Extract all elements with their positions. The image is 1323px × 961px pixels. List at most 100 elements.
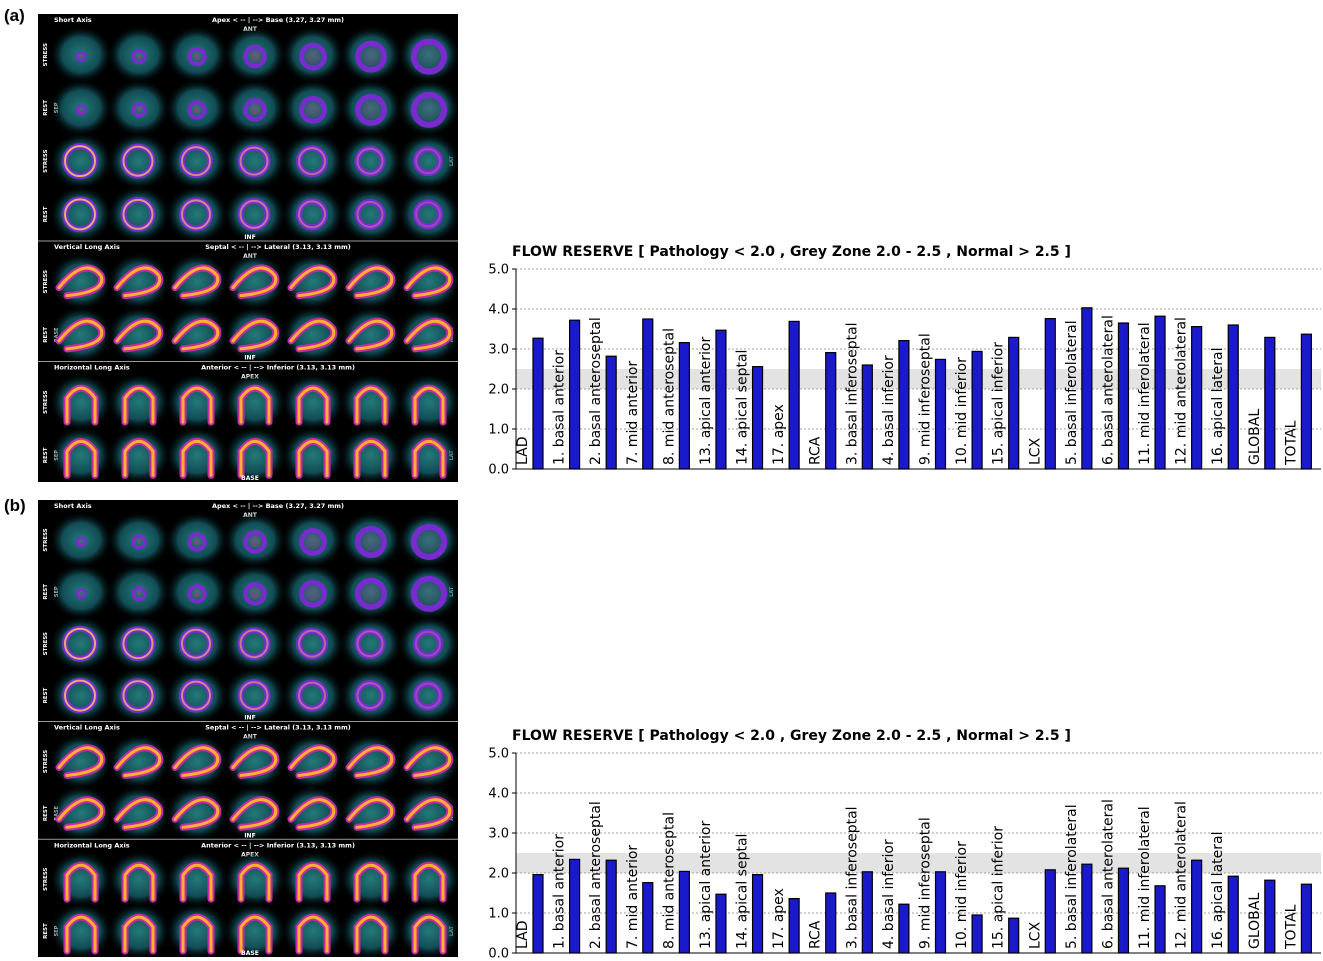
category-label-a-14: LCX <box>1027 437 1043 465</box>
bar-a-8 <box>826 353 836 469</box>
y-tick-label-a-5: 5.0 <box>488 263 509 278</box>
y-tick-label-b-4: 4.0 <box>488 787 509 802</box>
category-label-a-13: 15. apical inferior <box>991 342 1007 465</box>
scan-slice-a-7-1 <box>107 426 171 482</box>
scan-slice-a-0-2 <box>165 25 229 84</box>
category-label-b-4: 8. mid anteroseptal <box>661 812 677 949</box>
bar-b-12 <box>972 915 982 953</box>
scan-slice-b-1-6 <box>397 563 458 620</box>
category-label-b-7: 17. apex <box>771 888 787 949</box>
chart-title-b: FLOW RESERVE [ Pathology < 2.0 , Grey Zo… <box>512 728 1071 744</box>
scan-row-tag-a-3: REST <box>43 206 49 222</box>
bar-a-1 <box>570 320 580 469</box>
scan-slice-b-7-4 <box>281 903 345 957</box>
scan-slice-a-2-6 <box>397 132 458 191</box>
scan-slice-a-6-6 <box>397 373 458 432</box>
scan-slice-b-1-5 <box>339 563 403 620</box>
bar-b-15 <box>1082 864 1092 953</box>
y-tick-label-a-3: 3.0 <box>488 343 509 358</box>
category-label-a-9: 3. basal inferoseptal <box>844 322 860 465</box>
category-label-b-3: 7. mid anterior <box>625 845 641 949</box>
category-label-a-6: 14. apical septal <box>735 350 751 465</box>
bar-b-6 <box>753 875 763 953</box>
scan-slice-b-1-2 <box>165 563 229 620</box>
category-label-a-0: LAD <box>515 437 531 465</box>
scan-section-header-b-0: Apex < -- | --> Base (3.27, 3.27 mm) <box>212 502 344 511</box>
scan-slice-b-2-6 <box>397 615 458 672</box>
bar-a-9 <box>862 365 872 469</box>
scan-slice-b-3-6 <box>397 667 458 724</box>
scan-slice-b-1-1 <box>107 563 171 620</box>
category-label-b-15: 5. basal inferolateral <box>1064 804 1080 949</box>
scan-slice-a-7-5 <box>339 426 403 482</box>
category-label-b-8: RCA <box>808 920 824 949</box>
category-label-a-21: TOTAL <box>1283 420 1299 466</box>
scan-slice-b-6-1 <box>107 851 171 908</box>
scan-slice-a-5-2 <box>165 306 229 365</box>
y-tick-label-b-3: 3.0 <box>488 827 509 842</box>
scan-slice-a-5-6 <box>397 306 458 365</box>
bar-a-3 <box>643 319 653 469</box>
scan-slice-a-2-1 <box>107 132 171 191</box>
scan-slice-a-6-5 <box>339 373 403 432</box>
scan-slice-b-4-5 <box>339 733 403 790</box>
bar-a-18 <box>1192 327 1202 469</box>
scan-slice-b-2-5 <box>339 615 403 672</box>
scan-slice-a-7-0 <box>49 426 113 482</box>
scan-section-title-a-2: Horizontal Long Axis <box>54 364 130 372</box>
scan-row-tag-a-1: REST <box>43 100 49 116</box>
category-label-a-10: 4. basal inferior <box>881 355 897 465</box>
scan-row-tag-b-5: REST <box>43 805 49 821</box>
scan-section-title-b-0: Short Axis <box>54 502 92 510</box>
bar-a-13 <box>1009 337 1019 469</box>
scan-slice-b-4-0 <box>49 733 113 790</box>
scan-bottom-marker-b-1: INF <box>244 832 255 839</box>
scan-bottom-marker-b-0: INF <box>244 715 255 722</box>
scan-slice-a-4-0 <box>49 252 113 311</box>
bar-a-16 <box>1118 323 1128 469</box>
flow-reserve-chart-a: FLOW RESERVE [ Pathology < 2.0 , Grey Zo… <box>466 240 1323 477</box>
bar-a-19 <box>1228 325 1238 469</box>
scan-slice-a-0-5 <box>339 25 403 84</box>
scan-slice-b-0-6 <box>397 511 458 568</box>
scan-slice-b-3-1 <box>107 667 171 724</box>
scan-slice-b-3-2 <box>165 667 229 724</box>
scan-slice-a-0-6 <box>397 25 458 84</box>
scan-slice-b-0-5 <box>339 511 403 568</box>
bar-a-7 <box>789 321 799 469</box>
scan-section-header-b-2: Anterior < -- | --> Inferior (3.13, 3.13… <box>201 841 355 850</box>
category-label-b-0: LAD <box>515 921 531 949</box>
scan-slice-a-0-3 <box>223 25 287 84</box>
scan-row-tag-b-4: STRESS <box>43 750 49 773</box>
scan-slice-a-4-2 <box>165 252 229 311</box>
scan-row-tag-b-1: REST <box>43 584 49 600</box>
scan-slice-a-3-6 <box>397 185 458 244</box>
scan-slice-b-7-0 <box>49 903 113 957</box>
scan-slice-a-4-4 <box>281 252 345 311</box>
scan-slice-b-3-5 <box>339 667 403 724</box>
scan-row-tag-b-7: REST <box>43 923 49 939</box>
category-label-a-7: 17. apex <box>771 404 787 465</box>
scan-bottom-marker-a-2: BASE <box>241 475 259 482</box>
bar-a-4 <box>679 343 689 469</box>
scan-slice-a-5-1 <box>107 306 171 365</box>
category-label-a-12: 10. mid inferior <box>954 357 970 465</box>
category-label-b-21: TOTAL <box>1283 904 1299 950</box>
scan-slice-a-6-3 <box>223 373 287 432</box>
scan-slice-b-2-1 <box>107 615 171 672</box>
scan-slice-a-7-6 <box>397 426 458 482</box>
category-label-a-1: 1. basal anterior <box>552 350 568 465</box>
scan-slice-a-2-3 <box>223 132 287 191</box>
panel-label-a: (a) <box>4 6 25 26</box>
flow-reserve-chart-b: FLOW RESERVE [ Pathology < 2.0 , Grey Zo… <box>466 724 1323 961</box>
bar-b-7 <box>789 899 799 953</box>
scan-slice-b-2-3 <box>223 615 287 672</box>
category-label-b-2: 2. basal anteroseptal <box>588 801 604 949</box>
scan-slice-b-0-2 <box>165 511 229 568</box>
bar-a-14 <box>1045 319 1055 469</box>
scan-row-tag-b-0: STRESS <box>43 528 49 551</box>
scan-section-header-a-2: Anterior < -- | --> Inferior (3.13, 3.13… <box>201 364 355 373</box>
bar-b-3 <box>643 883 653 953</box>
category-label-b-10: 4. basal inferior <box>881 839 897 949</box>
scan-slice-b-7-2 <box>165 903 229 957</box>
